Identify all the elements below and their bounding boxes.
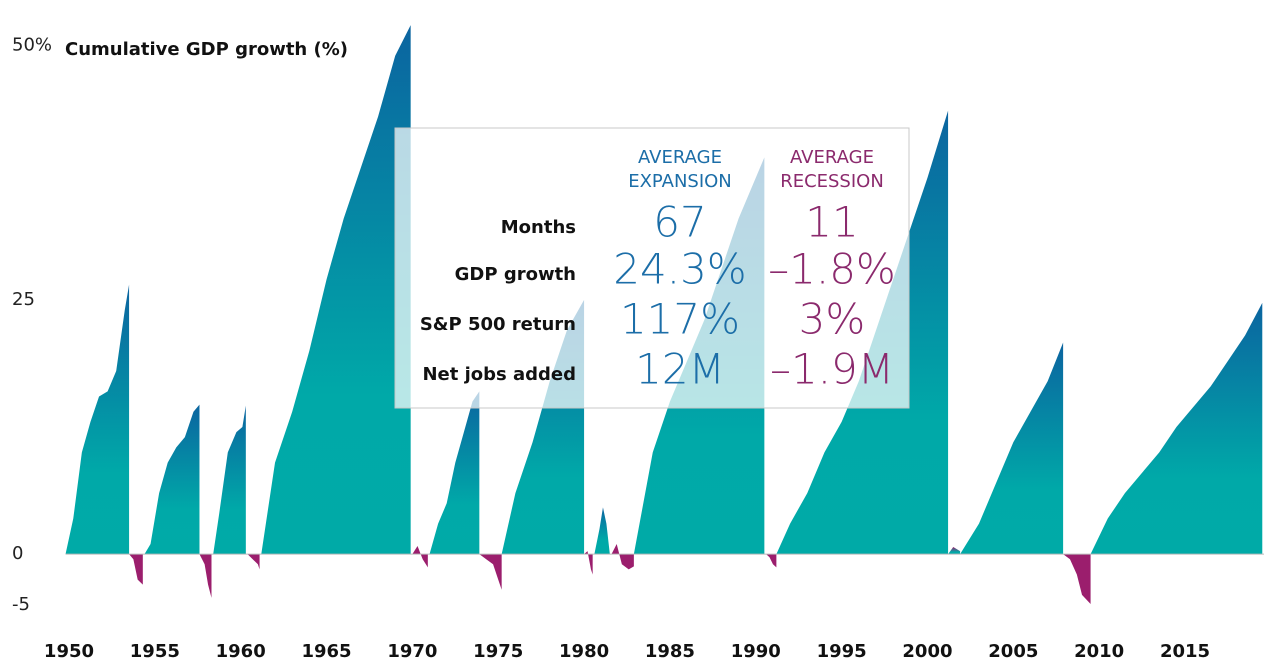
row-label: Net jobs added: [422, 364, 576, 385]
cell-value: 24.3%: [613, 245, 746, 294]
column-header: AVERAGE: [790, 147, 874, 168]
y-tick-label: -5: [12, 594, 30, 615]
row-label: S&P 500 return: [420, 314, 576, 335]
x-tick-label: 2010: [1074, 641, 1124, 660]
summary-box: [394, 127, 910, 409]
y-tick-label: 50%: [12, 35, 52, 56]
x-tick-label: 1960: [216, 641, 266, 660]
x-tick-label: 1955: [130, 641, 180, 660]
column-header: EXPANSION: [628, 171, 732, 192]
cell-value: –1.9M: [770, 345, 894, 394]
area: [261, 25, 411, 555]
cell-value: 117%: [620, 295, 740, 344]
y-tick-label: 25: [12, 289, 35, 310]
x-tick-label: 1985: [645, 641, 695, 660]
cell-value: 67: [653, 198, 706, 247]
area: [129, 554, 143, 585]
cell-value: –1.8%: [768, 245, 896, 294]
area: [948, 547, 961, 555]
y-axis-title: Cumulative GDP growth (%): [65, 39, 348, 60]
column-header: RECESSION: [780, 171, 884, 192]
x-tick-label: 2005: [988, 641, 1038, 660]
x-tick-label: 2000: [902, 641, 952, 660]
area: [594, 507, 610, 555]
x-tick-label: 1995: [817, 641, 867, 660]
area: [65, 284, 130, 555]
area: [960, 342, 1064, 555]
x-tick-label: 1965: [301, 641, 351, 660]
cell-value: 11: [805, 198, 858, 247]
area: [429, 391, 480, 555]
area: [584, 551, 593, 575]
x-tick-label: 2015: [1160, 641, 1210, 660]
area: [1063, 554, 1091, 604]
area: [199, 554, 212, 598]
x-tick-label: 1950: [44, 641, 94, 660]
area: [213, 405, 246, 555]
x-tick-label: 1990: [731, 641, 781, 660]
x-tick-label: 1980: [559, 641, 609, 660]
row-label: Months: [501, 217, 576, 238]
area: [144, 404, 200, 555]
area: [1090, 302, 1263, 555]
y-tick-label: 0: [12, 543, 23, 564]
area: [766, 554, 777, 568]
cell-value: 12M: [635, 345, 725, 394]
x-tick-label: 1970: [387, 641, 437, 660]
row-label: GDP growth: [455, 264, 576, 285]
x-tick-label: 1975: [473, 641, 523, 660]
area: [611, 543, 634, 570]
area: [412, 546, 428, 568]
area: [247, 554, 260, 570]
area: [479, 554, 502, 590]
area: [776, 110, 949, 555]
cell-value: 3%: [799, 295, 866, 344]
column-header: AVERAGE: [638, 147, 722, 168]
